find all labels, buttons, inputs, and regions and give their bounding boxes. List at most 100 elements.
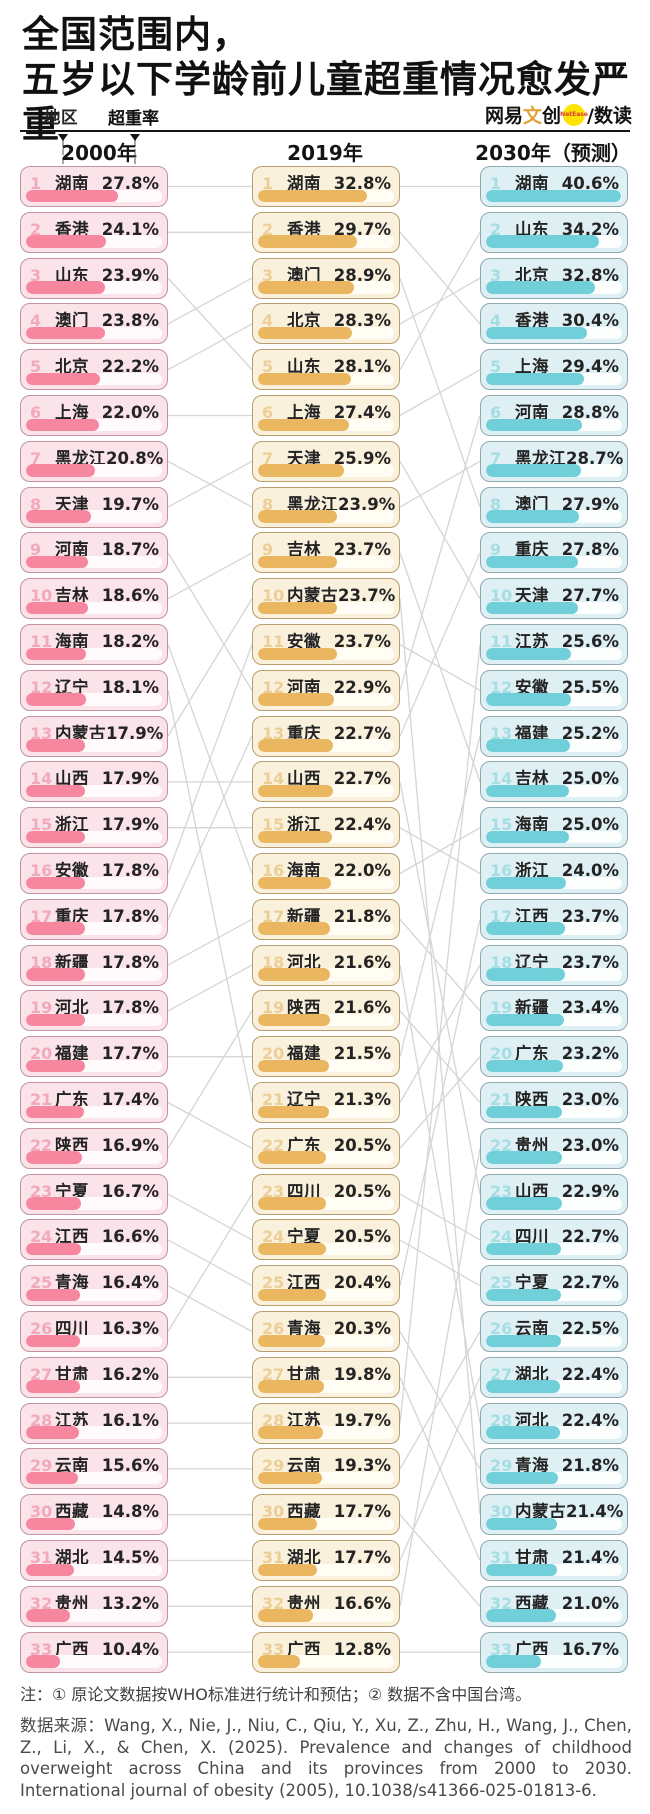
region-name: 四川 — [55, 1319, 89, 1338]
rate-bar-fill — [26, 1288, 81, 1302]
region-name: 北京 — [287, 311, 321, 331]
rate-bar-track — [26, 1563, 162, 1576]
rate-bar-track — [258, 1471, 394, 1485]
rate-bar-track — [26, 876, 162, 889]
region-name: 宁夏 — [515, 1273, 549, 1293]
rate-bar-fill — [26, 601, 88, 615]
rate-bar-fill — [486, 1242, 562, 1256]
rate-value: 16.9% — [101, 1135, 159, 1155]
region-name: 青海 — [55, 1273, 89, 1293]
region-name: 青海 — [287, 1319, 321, 1338]
rate-bar-fill — [26, 464, 95, 477]
rate-value: 19.8% — [333, 1364, 391, 1384]
rate-bar-track — [258, 235, 394, 248]
rate-value: 27.8% — [561, 540, 619, 560]
region-name: 河北 — [55, 998, 89, 1018]
rate-bar-track — [258, 922, 394, 935]
arrow-down-icon — [58, 134, 68, 141]
rate-bar-fill — [26, 1151, 83, 1164]
rate-bar-track — [486, 601, 622, 615]
region-card: 31 湖北 17.7% — [252, 1540, 400, 1581]
rate-value: 18.1% — [101, 677, 159, 697]
rank-number: 8 — [490, 494, 502, 514]
rate-bar-track — [26, 922, 162, 935]
rate-bar-track — [258, 1013, 394, 1027]
region-card: 31 甘肃 21.4% — [480, 1540, 628, 1581]
region-name: 天津 — [55, 494, 89, 514]
rate-bar-track — [26, 693, 162, 706]
rate-bar-fill — [486, 1655, 542, 1668]
rank-number: 33 — [490, 1639, 513, 1659]
rate-bar-fill — [486, 1151, 563, 1164]
rate-bar-fill — [26, 372, 100, 386]
rate-bar-fill — [26, 1197, 82, 1210]
slope-line — [167, 552, 253, 691]
rate-value: 16.7% — [561, 1639, 619, 1659]
region-name: 吉林 — [287, 540, 321, 560]
region-name: 江苏 — [287, 1410, 321, 1430]
region-card: 14 山西 17.9% — [20, 761, 168, 803]
rate-bar-fill — [26, 1242, 82, 1256]
rate-value: 17.8% — [101, 906, 159, 926]
rank-number: 2 — [490, 219, 502, 239]
region-name: 黑龙江 — [55, 448, 106, 468]
rate-bar-track — [486, 830, 622, 844]
rate-bar-track — [26, 1517, 162, 1531]
slope-line — [167, 1193, 253, 1332]
brand-channel-label: /数读 — [587, 105, 632, 127]
region-card: 24 江西 16.6% — [20, 1219, 168, 1261]
rank-number: 14 — [490, 769, 513, 789]
rank-number: 19 — [490, 998, 513, 1018]
region-card: 19 河北 17.8% — [20, 990, 168, 1032]
region-card: 32 西藏 21.0% — [480, 1585, 628, 1627]
rate-bar-fill — [486, 1609, 556, 1622]
region-card: 30 西藏 14.8% — [20, 1494, 168, 1536]
rate-bar-fill — [258, 1563, 317, 1576]
rank-number: 9 — [490, 540, 502, 560]
region-name: 山东 — [287, 357, 321, 377]
region-card: 18 辽宁 23.7% — [480, 944, 628, 986]
rate-bar-track — [486, 647, 622, 660]
rate-bar-fill — [486, 1380, 561, 1393]
rate-bar-track — [258, 372, 394, 386]
rate-value: 23.4% — [561, 998, 619, 1018]
rank-number: 7 — [262, 448, 274, 468]
rate-bar-fill — [26, 876, 86, 889]
rate-value: 20.5% — [333, 1181, 391, 1201]
rate-bar-fill — [26, 1517, 76, 1531]
region-name: 安徽 — [515, 677, 549, 697]
rate-value: 16.6% — [333, 1593, 391, 1613]
region-name: 天津 — [515, 586, 549, 606]
rate-bar-track — [258, 830, 394, 844]
region-card: 22 广东 20.5% — [252, 1127, 400, 1169]
rate-bar-fill — [258, 464, 344, 477]
region-name: 重庆 — [287, 723, 321, 743]
region-name: 贵州 — [287, 1593, 321, 1613]
region-name: 河北 — [515, 1410, 549, 1430]
rate-bar-fill — [26, 281, 106, 294]
rank-number: 4 — [262, 311, 274, 331]
region-name: 山东 — [515, 219, 549, 239]
rate-value: 17.8% — [101, 952, 159, 972]
rate-bar-track — [486, 739, 622, 752]
slope-line — [399, 919, 481, 1286]
rank-number: 23 — [30, 1181, 53, 1201]
rank-number: 20 — [30, 1044, 53, 1064]
rate-bar-fill — [26, 1426, 80, 1439]
rank-number: 33 — [262, 1639, 285, 1659]
rate-bar-fill — [258, 830, 333, 844]
rate-bar-track — [486, 189, 622, 202]
rate-value: 40.6% — [561, 174, 619, 193]
region-name: 湖南 — [55, 174, 89, 193]
rate-bar-fill — [486, 372, 584, 386]
region-name: 西藏 — [515, 1593, 549, 1613]
rate-value: 12.8% — [333, 1639, 391, 1659]
region-name: 甘肃 — [515, 1548, 549, 1567]
rank-number: 1 — [490, 174, 502, 193]
region-card: 10 内蒙古 23.7% — [252, 578, 400, 620]
region-name: 宁夏 — [55, 1181, 89, 1201]
rate-value: 23.7% — [561, 906, 619, 926]
rate-bar-track — [486, 1563, 622, 1576]
rate-bar-track — [26, 739, 162, 752]
rank-number: 16 — [262, 861, 285, 880]
